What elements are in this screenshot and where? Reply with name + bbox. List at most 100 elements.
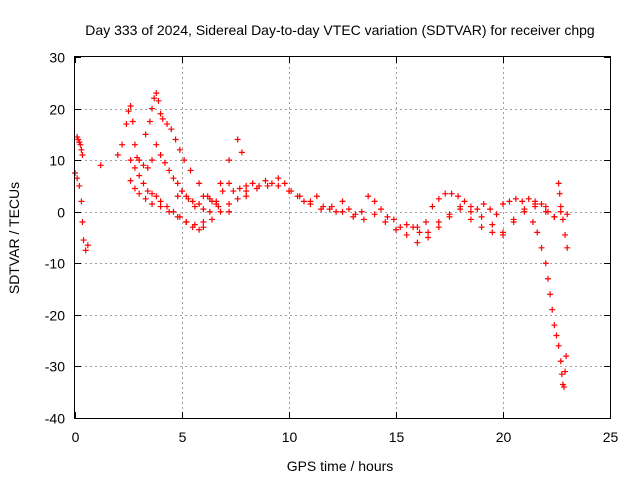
data-point [333,208,340,215]
data-point [226,157,233,164]
data-point [360,216,367,223]
series-track-b [74,133,86,158]
x-tick-label: 15 [389,429,405,445]
data-point [127,177,134,184]
data-point [506,198,513,205]
data-point [191,221,198,228]
data-point [174,213,181,220]
y-tick-label: -10 [45,256,65,272]
data-point [493,211,500,218]
data-point [500,200,506,207]
data-point [196,180,203,187]
data-point [371,211,378,218]
data-point [425,234,432,241]
data-point [393,226,399,233]
data-point [206,195,213,202]
data-point [562,368,569,375]
x-tick-label: 5 [179,429,187,445]
data-point [189,198,196,205]
axis-ticks [75,57,611,419]
data-point [532,203,539,210]
data-point [136,172,143,179]
data-point [262,177,269,184]
data-point [166,208,173,215]
data-point [217,180,224,187]
data-point [161,159,168,166]
data-point [435,195,442,202]
data-point [390,216,397,223]
data-point [512,195,519,202]
data-point [153,90,160,97]
data-point [77,141,84,148]
data-point [196,200,203,207]
data-point [123,121,130,128]
data-point [164,121,171,128]
data-point [275,182,282,189]
data-point [275,175,282,182]
data-point [153,141,160,148]
data-point [378,206,385,213]
data-point [489,221,496,228]
data-point [564,244,571,251]
data-point [170,175,177,182]
data-point [82,247,89,254]
x-tick-label: 20 [496,429,512,445]
data-point [166,167,173,174]
series-track-l [555,180,571,251]
data-point [564,211,571,218]
data-point [384,213,391,220]
data-point [478,224,485,231]
data-point [157,151,164,158]
data-point [542,260,549,267]
data-point [213,200,220,207]
data-point [538,244,545,251]
data-point [455,193,462,200]
data-point [551,213,558,220]
data-point [149,190,156,197]
data-point [78,198,85,205]
data-point [157,110,164,117]
data-point [226,208,233,215]
data-point [529,219,536,226]
data-point [80,237,87,244]
data-point [219,188,226,195]
data-point [144,188,151,195]
data-point [371,198,378,205]
data-point [187,167,194,174]
data-point [200,193,207,200]
data-point [236,185,243,192]
data-point [146,118,153,125]
data-point [174,193,181,200]
data-point [125,108,132,115]
data-point [226,200,233,207]
data-point [562,231,569,238]
data-point [555,180,562,187]
data-point [172,136,179,143]
x-tick-label: 0 [72,429,80,445]
data-point [500,231,506,238]
data-point [345,206,352,213]
series-track-a [72,170,91,254]
data-point [560,384,567,391]
data-point [157,198,164,205]
data-point [140,162,147,169]
data-point [467,208,474,215]
data-point [183,219,190,226]
data-point [153,193,160,200]
y-tick-label: -40 [45,411,65,427]
data-point [84,242,91,249]
data-point [551,322,558,329]
data-point [557,208,564,215]
data-point [365,193,372,200]
data-point [179,188,185,195]
data-point [403,231,410,238]
data-point [416,229,423,236]
data-point [131,141,138,148]
data-point [127,102,134,109]
data-point [217,208,224,215]
data-point [181,157,188,164]
data-point [296,193,303,200]
data-point [457,206,464,213]
data-point [76,182,83,189]
data-point [142,131,149,138]
